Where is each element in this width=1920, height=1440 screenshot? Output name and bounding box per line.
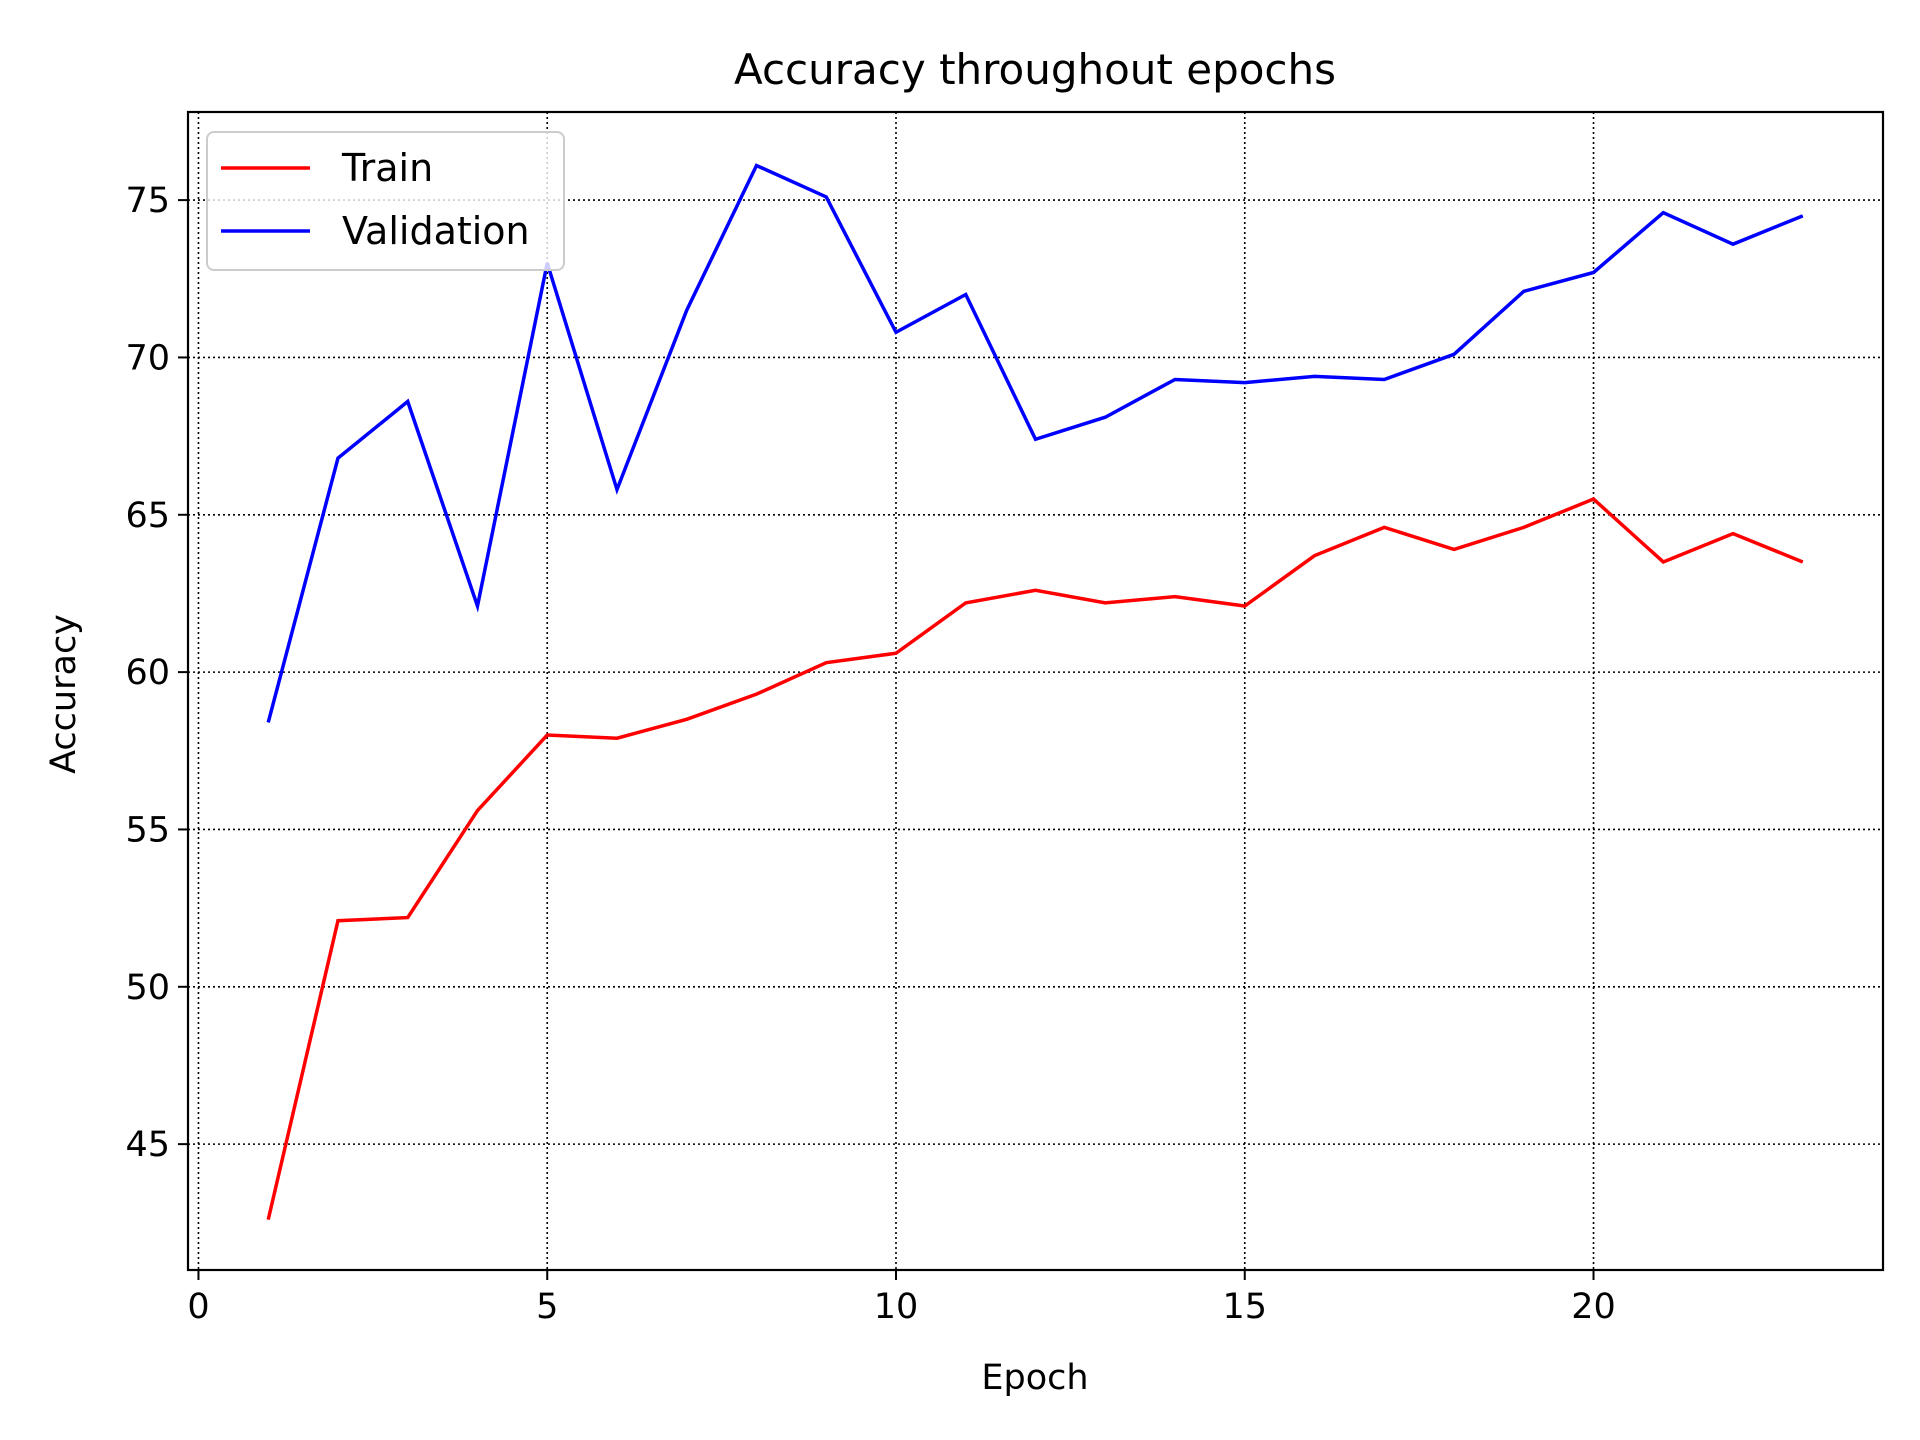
- x-tick-label: 20: [1571, 1287, 1616, 1327]
- y-tick-label: 45: [125, 1125, 170, 1165]
- x-tick-label: 5: [536, 1287, 558, 1327]
- x-tick-label: 10: [874, 1287, 919, 1327]
- axis-ticks: 0 5 10 15 20 45 50 55 60 65 70 75: [125, 181, 1615, 1327]
- grid-lines: [188, 112, 1883, 1270]
- y-tick-label: 70: [125, 338, 170, 378]
- y-tick-label: 65: [125, 496, 170, 536]
- y-tick-label: 55: [125, 810, 170, 850]
- series-line-train: [266, 497, 1804, 1221]
- legend: Train Validation: [206, 131, 565, 271]
- y-tick-label: 75: [125, 181, 170, 221]
- legend-label-train: Train: [341, 146, 433, 190]
- x-tick-label: 15: [1222, 1287, 1267, 1327]
- series-lines: [266, 163, 1804, 1221]
- y-axis-label: Accuracy: [44, 614, 84, 774]
- chart-title: Accuracy throughout epochs: [734, 45, 1336, 94]
- x-tick-label: 0: [187, 1287, 209, 1327]
- legend-label-validation: Validation: [342, 209, 530, 253]
- plot-frame: [186, 110, 1885, 1272]
- series-line-validation: [266, 163, 1804, 723]
- x-axis-label: Epoch: [981, 1358, 1088, 1398]
- y-tick-label: 60: [125, 653, 170, 693]
- y-tick-label: 50: [125, 968, 170, 1008]
